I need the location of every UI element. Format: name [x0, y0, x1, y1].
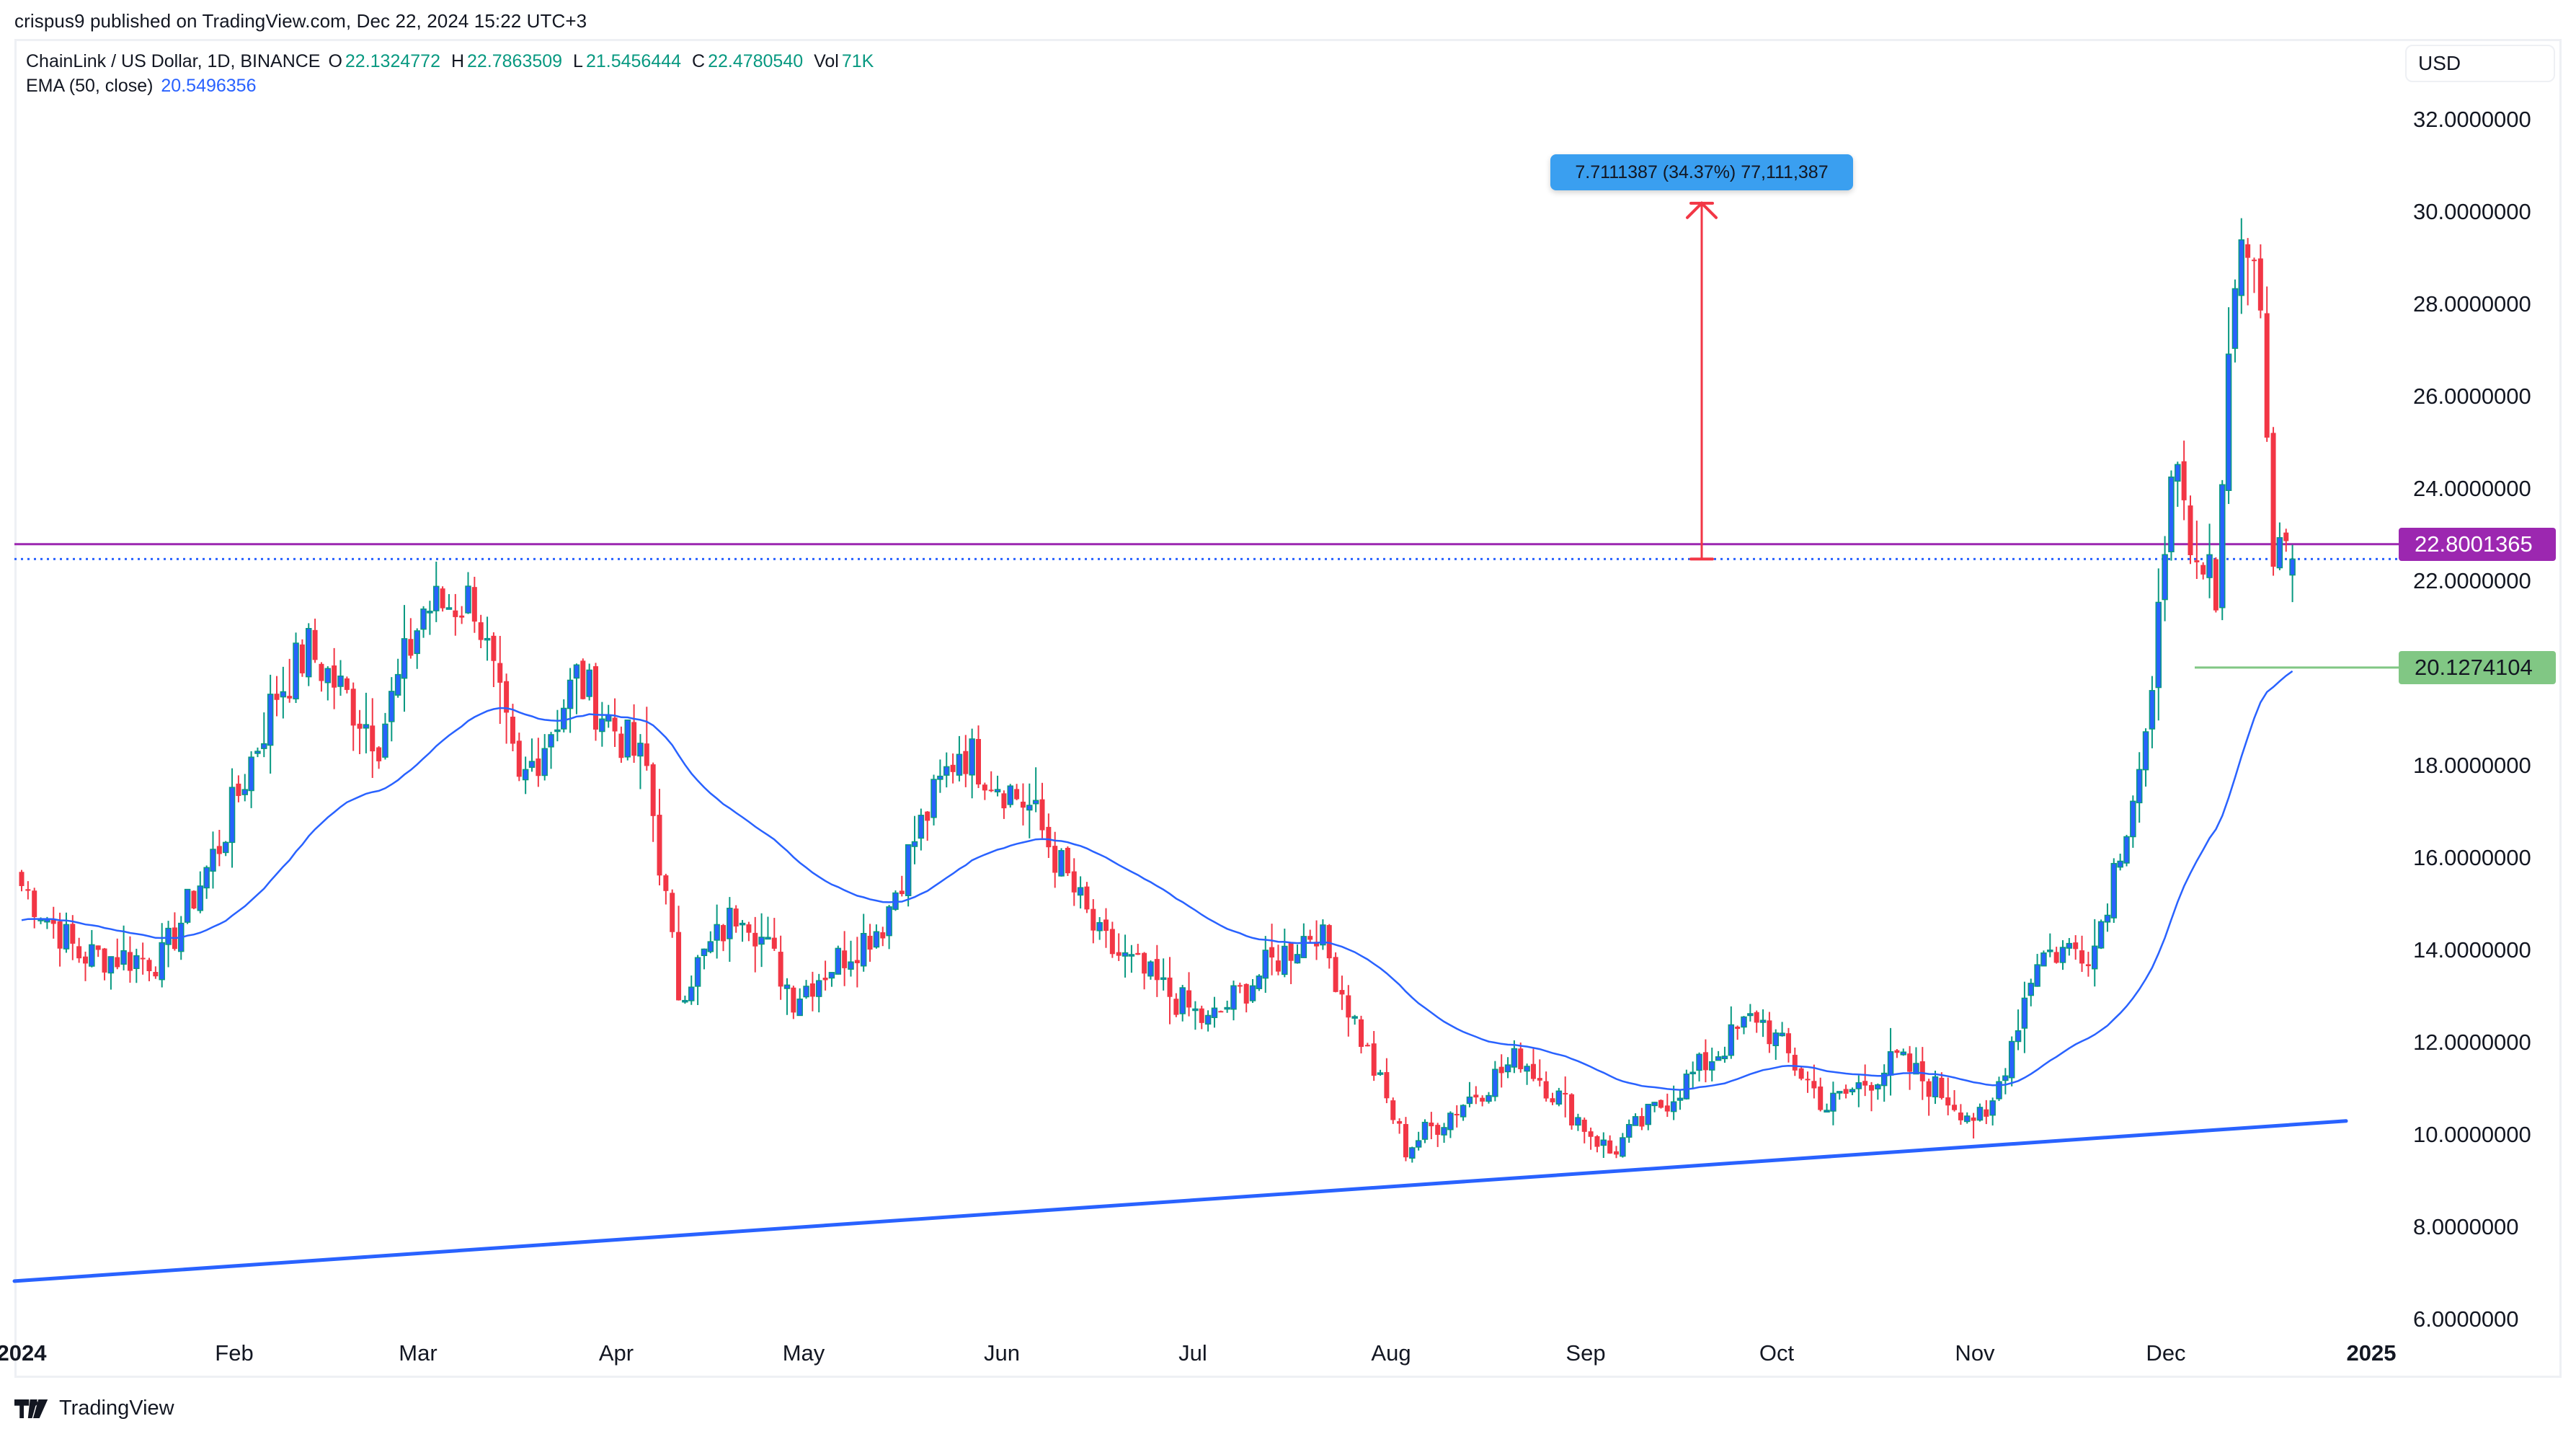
tradingview-wordmark: TradingView	[59, 1397, 174, 1420]
price-tick-label: 8.0000000	[2413, 1214, 2519, 1239]
time-tick-label: Aug	[1371, 1340, 1411, 1366]
ohlc-row: ChainLink / US Dollar, 1D, BINANCE O 22.1…	[26, 51, 874, 71]
time-tick-label: Sep	[1565, 1340, 1606, 1366]
price-tick-label: 24.0000000	[2413, 476, 2531, 501]
price-tick-label: 6.0000000	[2413, 1306, 2519, 1332]
time-tick-label: Apr	[598, 1340, 634, 1366]
time-tick-label: 2024	[0, 1340, 47, 1366]
time-tick-label: Jun	[984, 1340, 1020, 1366]
price-tick-label: 10.0000000	[2413, 1122, 2531, 1147]
time-tick-label: Nov	[1955, 1340, 1995, 1366]
ema-value: 20.5496356	[161, 76, 257, 96]
ema-row: EMA (50, close) 20.5496356	[26, 74, 879, 98]
price-tick-label: 26.0000000	[2413, 384, 2531, 409]
resistance-price-tag: 22.8001365	[2399, 527, 2556, 561]
high-value: 22.7863509	[467, 51, 563, 71]
price-tick-label: 16.0000000	[2413, 845, 2531, 870]
low-value: 21.5456444	[585, 51, 682, 71]
tradingview-logo-icon	[14, 1399, 48, 1418]
price-tick-label: 30.0000000	[2413, 199, 2531, 224]
close-value: 22.4780540	[708, 51, 804, 71]
price-tick-label: 14.0000000	[2413, 937, 2531, 963]
open-value: 22.1324772	[345, 51, 440, 71]
time-tick-label: Mar	[399, 1340, 438, 1366]
chart-legend: ChainLink / US Dollar, 1D, BINANCE O 22.1…	[26, 49, 879, 98]
ema-line	[21, 670, 2293, 1091]
symbol-title[interactable]: ChainLink / US Dollar, 1D, BINANCE	[26, 51, 321, 71]
price-tick-label: 32.0000000	[2413, 107, 2531, 132]
time-tick-label: Dec	[2146, 1340, 2186, 1366]
currency-button[interactable]: USD	[2405, 45, 2555, 82]
measurement-label[interactable]: 7.7111387 (34.37%) 77,111,387	[1550, 154, 1853, 190]
time-tick-label: Jul	[1178, 1340, 1207, 1366]
time-tick-label: 2025	[2346, 1340, 2397, 1366]
price-tick-label: 28.0000000	[2413, 291, 2531, 317]
tradingview-brand: TradingView	[14, 1397, 174, 1420]
ema-title[interactable]: EMA (50, close)	[26, 76, 154, 96]
volume-value: 71K	[841, 51, 874, 71]
time-tick-label: May	[782, 1340, 825, 1366]
candlesticks	[19, 218, 2296, 1163]
ascending-trendline[interactable]	[12, 1119, 2348, 1283]
price-tick-label: 12.0000000	[2413, 1030, 2531, 1055]
measure-arrow[interactable]	[1686, 201, 1718, 561]
chart-frame	[14, 39, 2562, 1378]
published-byline: crispus9 published on TradingView.com, D…	[14, 10, 587, 32]
time-tick-label: Oct	[1759, 1340, 1795, 1366]
horizontal-lines[interactable]	[14, 543, 2399, 669]
price-tick-label: 22.0000000	[2413, 568, 2531, 593]
support-price-tag: 20.1274104	[2399, 650, 2556, 684]
price-tick-label: 18.0000000	[2413, 753, 2531, 778]
time-tick-label: Feb	[215, 1340, 254, 1366]
